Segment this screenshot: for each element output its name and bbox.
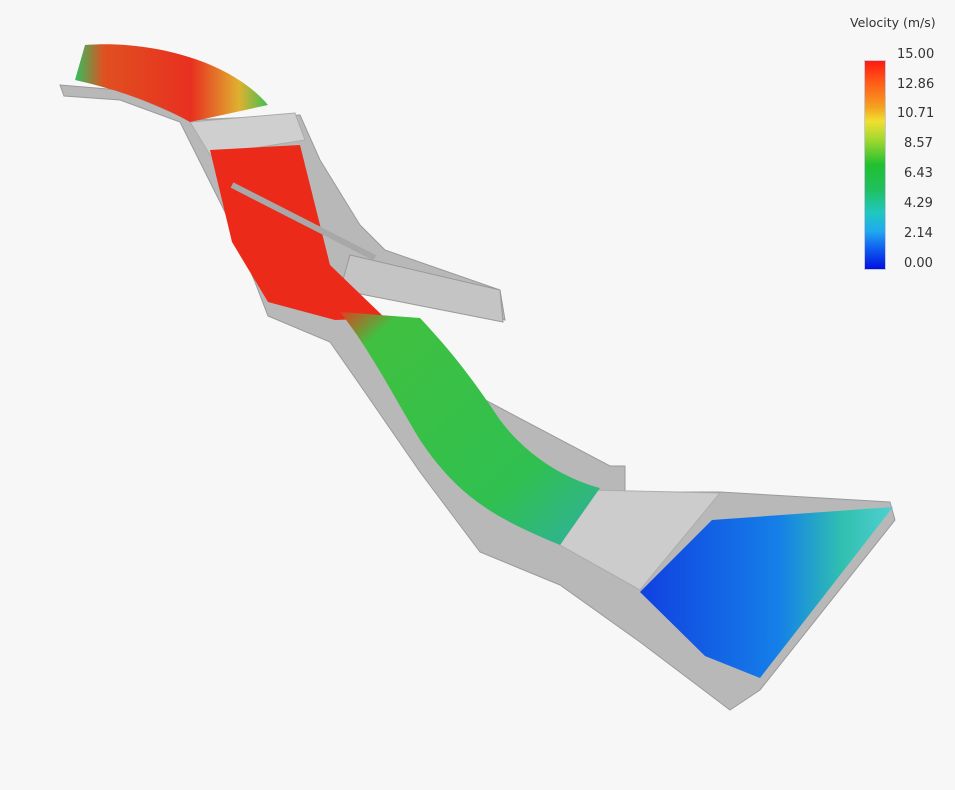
legend-tick: 4.29 xyxy=(904,196,933,211)
legend-tick: 6.43 xyxy=(904,166,933,181)
legend-tick: 12.86 xyxy=(897,77,935,92)
legend-tick: 8.57 xyxy=(904,136,933,151)
velocity-surface xyxy=(75,44,893,678)
legend-tick: 2.14 xyxy=(904,226,933,241)
legend-tick: 10.71 xyxy=(897,106,935,121)
legend-title: Velocity (m/s) xyxy=(850,15,936,30)
velocity-colorbar xyxy=(864,60,886,270)
divider-wall xyxy=(230,182,377,261)
legend-tick: 0.00 xyxy=(904,256,933,271)
legend-tick: 15.00 xyxy=(897,47,935,62)
